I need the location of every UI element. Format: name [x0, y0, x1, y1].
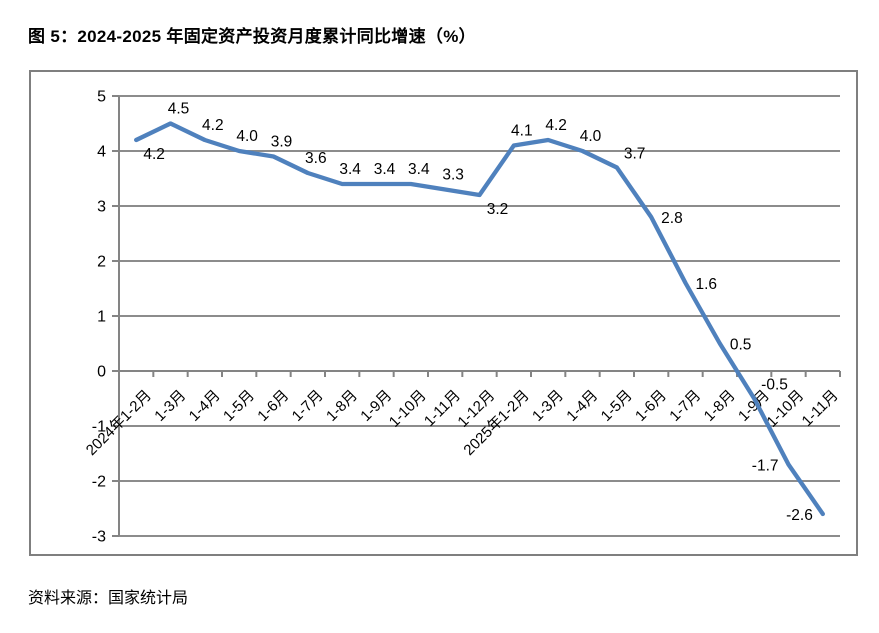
data-label: 4.0 [580, 128, 602, 145]
figure-title: 图 5：2024-2025 年固定资产投资月度累计同比增速（%） [28, 27, 476, 46]
y-axis-tick-label: 1 [97, 309, 106, 326]
y-axis-tick-label: 4 [97, 144, 106, 161]
data-label: 3.4 [374, 161, 396, 178]
data-label: 4.2 [545, 117, 567, 134]
data-label: 3.7 [624, 146, 646, 163]
data-label: -2.6 [786, 507, 813, 524]
y-axis-tick-label: -3 [92, 529, 106, 546]
y-axis-tick-label: 5 [97, 89, 106, 106]
x-axis-category-label: 1-8月 [701, 387, 739, 425]
y-axis-tick-label: 0 [97, 364, 106, 381]
data-label: 4.2 [143, 146, 165, 163]
data-label: 3.4 [339, 161, 361, 178]
y-axis-tick-label: -1 [92, 419, 106, 436]
x-axis-category-label: 1-3月 [529, 387, 567, 425]
x-axis-category-label: 1-6月 [254, 387, 292, 425]
y-axis-tick-label: 3 [97, 199, 106, 216]
data-label: 1.6 [696, 276, 718, 293]
x-axis-category-label: 1-10月 [386, 387, 430, 431]
data-label: 3.6 [305, 150, 327, 167]
data-label: 4.5 [168, 101, 190, 118]
data-label: 4.0 [236, 128, 258, 145]
data-label: -0.5 [761, 377, 788, 394]
x-axis-category-label: 1-11月 [421, 387, 464, 430]
data-label: 3.2 [487, 201, 509, 218]
data-label: 4.1 [511, 123, 533, 140]
y-axis-tick-label: -2 [92, 474, 106, 491]
x-axis-category-label: 1-7月 [289, 387, 327, 425]
data-label: 0.5 [730, 337, 752, 354]
x-axis-category-label: 1-4月 [186, 387, 224, 425]
x-axis-category-label: 1-4月 [563, 387, 601, 425]
data-label: -1.7 [752, 458, 779, 475]
x-axis-category-label: 1-3月 [151, 387, 189, 425]
data-label: 3.4 [408, 161, 430, 178]
data-label: 2.8 [661, 210, 683, 227]
source-note: 资料来源：国家统计局 [28, 590, 189, 607]
data-label: 4.2 [202, 117, 224, 134]
chart-frame: 5 4 3 2 1 0 -1 -2 -3 2024年1-2月 1-3月 1-4月 1-5月 1-6月 1-7… [29, 70, 858, 556]
y-axis-tick-label: 2 [97, 254, 106, 271]
x-axis-category-label: 1-6月 [632, 387, 670, 425]
x-axis-category-label: 1-5月 [220, 387, 258, 425]
series-line [134, 121, 825, 517]
data-label: 3.9 [271, 134, 293, 151]
data-label: 3.3 [442, 167, 464, 184]
line-chart: 543210-1-2-32024年1-2月1-3月1-4月1-5月1-6月1-7… [83, 89, 842, 546]
x-axis-category-label: 1-11月 [799, 387, 842, 430]
x-axis-category-label: 1-5月 [598, 387, 636, 425]
x-axis-category-label: 1-7月 [666, 387, 704, 425]
x-axis-category-label: 1-8月 [323, 387, 361, 425]
